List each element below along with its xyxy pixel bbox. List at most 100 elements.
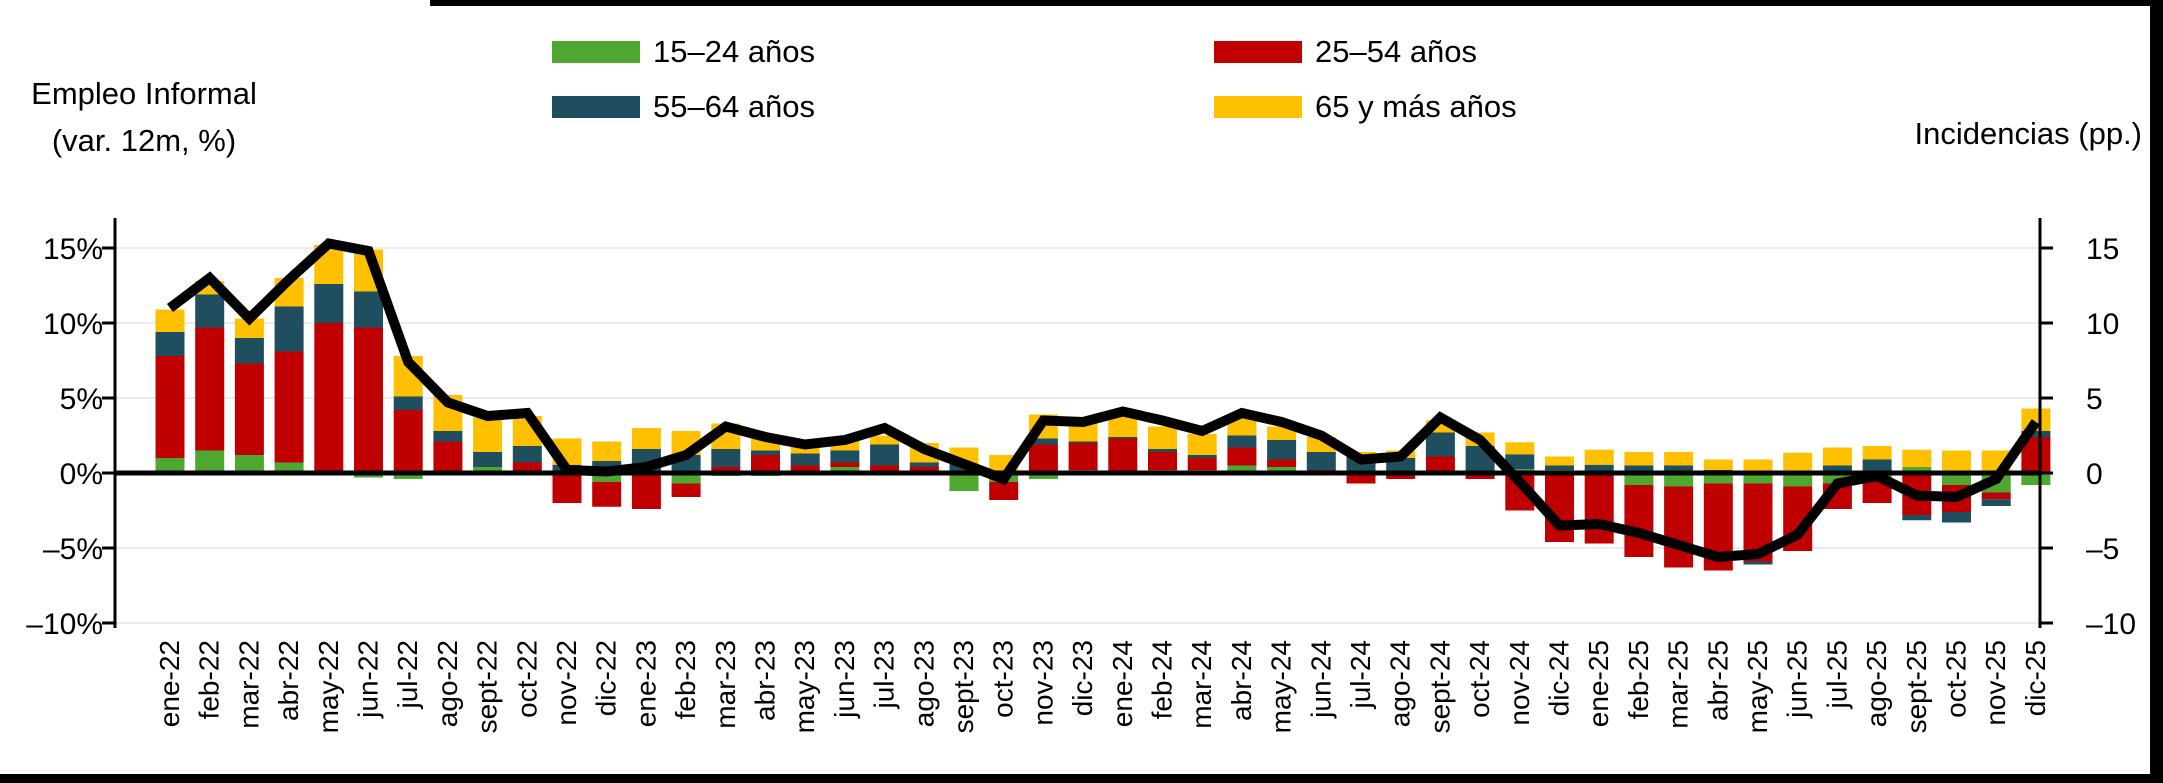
x-tick-label: sept-23 bbox=[948, 640, 979, 733]
x-tick-label: jul-24 bbox=[1345, 640, 1376, 709]
bar-segment bbox=[473, 467, 503, 473]
bar-segment bbox=[592, 482, 622, 507]
bar-segment bbox=[1584, 473, 1614, 544]
x-tick-label: nov-23 bbox=[1027, 640, 1058, 726]
bar-segment bbox=[1187, 455, 1217, 458]
bar-segment bbox=[1584, 449, 1614, 465]
x-tick-label: abr-22 bbox=[273, 640, 304, 721]
x-tick-label: ene-24 bbox=[1107, 640, 1138, 727]
bar-segment bbox=[354, 291, 383, 328]
x-tick-label: abr-23 bbox=[750, 640, 781, 721]
x-tick-label: feb-22 bbox=[194, 640, 225, 719]
bar-segment bbox=[1902, 467, 1932, 473]
bar-segment bbox=[155, 458, 185, 473]
bar-segment bbox=[1108, 438, 1138, 473]
left-axis-title-line1: Empleo Informal bbox=[31, 76, 257, 111]
y-tick-label-right: –10 bbox=[2086, 608, 2136, 641]
bar-segment bbox=[274, 462, 304, 473]
bar-segment bbox=[1148, 452, 1177, 470]
bar-segment bbox=[1664, 465, 1694, 473]
bar-segment bbox=[1505, 454, 1535, 470]
bar-segment bbox=[711, 467, 741, 473]
legend-label-25-54: 25–54 años bbox=[1315, 34, 1478, 69]
bar-segment bbox=[393, 473, 423, 479]
bar-segment bbox=[1942, 473, 1971, 485]
legend-label-15-24: 15–24 años bbox=[653, 34, 816, 69]
bar-segment bbox=[1703, 459, 1733, 470]
bar-segment bbox=[1346, 473, 1376, 484]
x-tick-label: dic-22 bbox=[591, 640, 622, 716]
bar-segment bbox=[473, 452, 503, 467]
x-tick-label: jul-22 bbox=[392, 640, 423, 709]
bar-segment bbox=[1902, 449, 1932, 467]
x-tick-label: nov-25 bbox=[1980, 640, 2011, 726]
bar-segment bbox=[195, 450, 225, 473]
bar-segment bbox=[433, 441, 463, 472]
bar-segment bbox=[512, 462, 542, 471]
x-tick-label: nov-24 bbox=[1504, 640, 1535, 726]
legend-swatch-red bbox=[1214, 41, 1302, 63]
y-tick-label-left: 5% bbox=[60, 383, 103, 416]
bar-segment bbox=[1822, 473, 1852, 484]
bar-segment bbox=[473, 417, 503, 452]
bar-segment bbox=[1068, 443, 1098, 470]
bar-segment bbox=[2021, 431, 2051, 437]
x-tick-label: jun-23 bbox=[829, 640, 860, 719]
bar-segment bbox=[1783, 473, 1813, 487]
x-tick-label: mar-23 bbox=[710, 640, 741, 729]
y-tick-label-left: 15% bbox=[43, 233, 103, 266]
legend-swatch-yellow bbox=[1214, 96, 1302, 118]
bar-segment bbox=[1028, 473, 1058, 479]
bar-segment bbox=[592, 441, 622, 461]
x-tick-label: oct-25 bbox=[1941, 640, 1972, 718]
bar-segment bbox=[1227, 435, 1257, 448]
x-tick-label: jun-24 bbox=[1305, 640, 1336, 719]
bar-segment bbox=[830, 462, 860, 467]
x-tick-label: mar-22 bbox=[233, 640, 264, 729]
bar-segment bbox=[354, 327, 383, 473]
right-axis-title: Incidencias (pp.) bbox=[1914, 116, 2142, 151]
left-axis-title-line2: (var. 12m, %) bbox=[51, 123, 237, 158]
x-tick-label: may-23 bbox=[789, 640, 820, 733]
x-tick-label: ene-23 bbox=[630, 640, 661, 727]
bar-segment bbox=[1267, 440, 1297, 460]
bar-segment bbox=[393, 396, 423, 410]
bar-segment bbox=[1902, 515, 1932, 521]
bar-segment bbox=[1227, 447, 1257, 466]
x-tick-label: ene-22 bbox=[154, 640, 185, 727]
x-tick-label: mar-25 bbox=[1663, 640, 1694, 729]
bar-segment bbox=[1664, 473, 1694, 487]
bar-segment bbox=[909, 467, 939, 473]
bar-segment bbox=[1148, 426, 1177, 449]
bar-segment bbox=[1703, 473, 1733, 484]
bar-segment bbox=[1981, 492, 2011, 500]
bar-segment bbox=[234, 455, 264, 473]
x-tick-label: abr-25 bbox=[1702, 640, 1733, 721]
y-tick-label-left: –10% bbox=[26, 608, 103, 641]
bar-segment bbox=[1664, 452, 1694, 466]
x-tick-label: ene-25 bbox=[1583, 640, 1614, 727]
x-tick-label: may-22 bbox=[313, 640, 344, 733]
bar-segment bbox=[1743, 561, 1773, 565]
bar-segment bbox=[631, 474, 661, 509]
bar-segment bbox=[1624, 465, 1654, 473]
x-tick-label: ago-24 bbox=[1385, 640, 1416, 727]
x-tick-label: jul-23 bbox=[869, 640, 900, 709]
bar-segment bbox=[155, 309, 185, 332]
bar-segment bbox=[195, 294, 225, 328]
bar-segment bbox=[274, 306, 304, 352]
x-tick-label: feb-25 bbox=[1623, 640, 1654, 719]
bar-segment bbox=[1386, 474, 1416, 479]
y-tick-label-left: 0% bbox=[60, 458, 103, 491]
bar-segment bbox=[433, 431, 463, 442]
bar-segment bbox=[1187, 458, 1217, 470]
bar-segment bbox=[1862, 446, 1892, 460]
bar-segment bbox=[1028, 438, 1058, 445]
x-tick-label: ago-22 bbox=[432, 640, 463, 727]
bar-segment bbox=[234, 338, 264, 364]
bar-segment bbox=[1624, 473, 1654, 485]
y-tick-label-right: –5 bbox=[2086, 533, 2119, 566]
x-tick-label: sept-22 bbox=[472, 640, 503, 733]
bar-segment bbox=[1624, 452, 1654, 466]
